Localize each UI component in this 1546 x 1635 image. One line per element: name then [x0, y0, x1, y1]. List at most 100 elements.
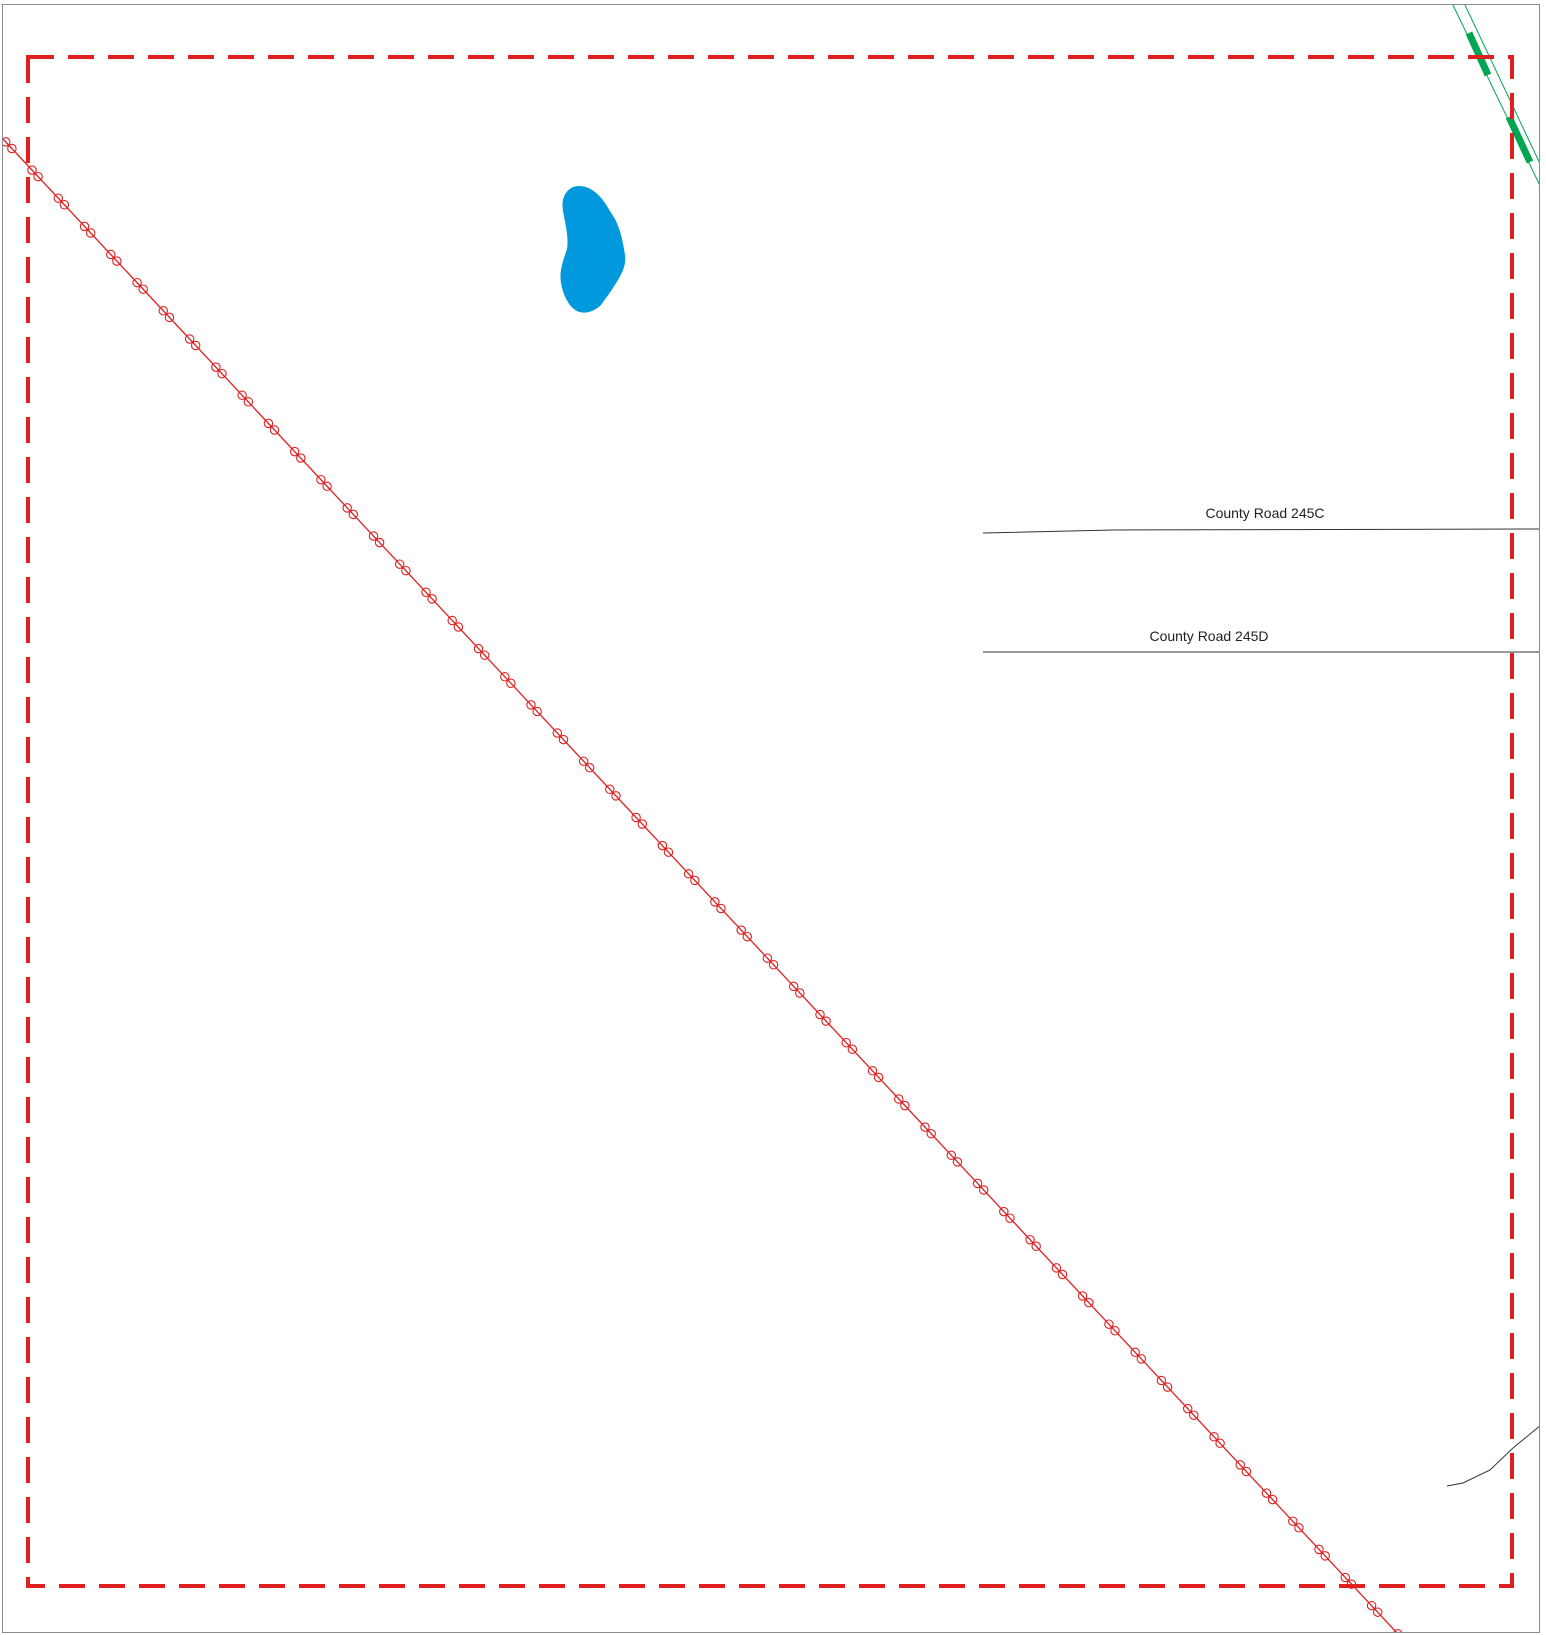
- pipeline-marker: [453, 622, 464, 632]
- pipeline-marker: [1110, 1326, 1120, 1336]
- dashed-boundary: [26, 55, 1514, 1588]
- pipeline-marker: [999, 1206, 1009, 1217]
- pipeline-marker: [605, 784, 615, 795]
- pipeline-marker: [920, 1122, 930, 1132]
- pipeline-marker: [788, 981, 799, 992]
- pipeline-marker: [663, 847, 674, 857]
- pipeline-marker: [7, 143, 17, 154]
- map-canvas[interactable]: County Road 245C County Road 245D: [3, 5, 1540, 1633]
- pipeline-marker: [479, 650, 490, 660]
- pipeline-marker: [1267, 1494, 1278, 1505]
- pipeline-marker: [243, 397, 254, 407]
- pipeline-marker: [427, 594, 437, 604]
- pipeline-marker: [217, 368, 227, 379]
- pipeline-marker: [342, 503, 352, 513]
- pipeline-marker: [79, 221, 90, 232]
- pipeline-marker: [611, 791, 621, 801]
- pipeline-marker: [795, 988, 805, 998]
- pipeline-marker: [33, 171, 43, 182]
- pipeline-with-markers: [3, 137, 1403, 1632]
- pipeline-marker: [716, 903, 726, 914]
- road-segment: [1446, 1425, 1539, 1487]
- pipeline-marker: [762, 953, 773, 963]
- pipeline-marker: [3, 137, 11, 147]
- pipeline-marker: [1320, 1551, 1330, 1561]
- green-trail: [1452, 5, 1539, 185]
- pipeline-marker: [237, 390, 247, 401]
- pipeline-marker: [1156, 1375, 1167, 1386]
- pipeline-marker: [269, 425, 280, 435]
- pipeline-marker: [211, 362, 221, 372]
- pipeline-marker: [637, 819, 648, 829]
- pipeline-marker: [894, 1094, 904, 1104]
- pipeline-marker: [821, 1016, 831, 1026]
- pipeline-marker: [578, 756, 589, 766]
- pipeline-marker: [1235, 1460, 1245, 1470]
- road-label-245d: County Road 245D: [1149, 628, 1268, 644]
- map-frame: County Road 245C County Road 245D: [2, 4, 1540, 1633]
- pipeline-marker: [316, 474, 326, 485]
- pipeline-marker: [946, 1150, 957, 1161]
- pipeline-marker: [1057, 1269, 1068, 1280]
- pipeline-marker: [1130, 1347, 1140, 1358]
- pipeline-marker: [978, 1185, 989, 1195]
- pipeline-marker: [184, 334, 195, 344]
- pipeline-marker: [506, 678, 516, 689]
- pipeline-marker: [690, 875, 700, 886]
- pipeline-marker: [532, 706, 542, 717]
- pipeline-marker: [1340, 1572, 1351, 1583]
- pipeline-marker: [867, 1066, 878, 1076]
- pipeline-marker: [1025, 1234, 1035, 1245]
- pipeline-marker: [1294, 1523, 1304, 1533]
- pipeline-marker: [138, 284, 148, 294]
- pipeline-marker: [1104, 1319, 1114, 1329]
- pipeline-marker: [1261, 1488, 1272, 1498]
- pipeline-marker: [926, 1128, 936, 1139]
- pipeline-marker: [263, 418, 274, 429]
- pipeline-marker: [401, 565, 411, 576]
- pipeline-marker: [1182, 1403, 1193, 1414]
- pipeline-marker: [1051, 1263, 1062, 1273]
- pipeline-marker: [368, 531, 379, 541]
- pipeline-marker: [1366, 1600, 1377, 1611]
- pipeline-marker: [972, 1178, 983, 1189]
- pipeline-marker: [631, 812, 641, 823]
- pipeline-marker: [552, 728, 563, 738]
- pipeline-marker: [1215, 1438, 1225, 1449]
- pipeline-marker: [584, 763, 595, 773]
- pipeline-marker: [1288, 1516, 1298, 1526]
- pipeline-marker: [421, 587, 431, 598]
- pipeline-marker: [815, 1009, 825, 1020]
- pipeline-marker: [683, 869, 694, 879]
- pipeline-marker: [768, 960, 779, 970]
- pipeline-marker: [1031, 1241, 1041, 1252]
- pipeline-marker: [1209, 1432, 1219, 1442]
- pipeline-marker: [500, 672, 510, 682]
- pipeline-marker: [1084, 1297, 1094, 1308]
- pipeline-marker: [1077, 1291, 1088, 1301]
- pipeline-marker: [112, 256, 122, 266]
- pipeline-marker: [132, 277, 142, 288]
- pipeline-marker: [394, 559, 405, 569]
- pipeline-marker: [53, 193, 64, 203]
- pipeline-marker: [1241, 1466, 1252, 1477]
- pipeline-marker: [1136, 1354, 1147, 1364]
- pipeline-marker: [710, 897, 720, 907]
- pipeline-marker: [1162, 1382, 1173, 1392]
- pipeline-marker: [296, 453, 306, 463]
- pipeline-marker: [1314, 1544, 1324, 1555]
- pond: [560, 185, 626, 313]
- pipeline-marker: [847, 1044, 858, 1055]
- pipeline-marker: [289, 446, 300, 457]
- pipeline-marker: [1005, 1213, 1015, 1223]
- pipeline-marker: [841, 1037, 851, 1048]
- pipeline-marker: [164, 312, 175, 323]
- pipeline-marker: [657, 840, 668, 851]
- pipeline-marker: [158, 306, 169, 316]
- pipeline-marker: [952, 1157, 963, 1167]
- pipeline-marker: [1393, 1629, 1403, 1632]
- pipeline-marker: [374, 537, 385, 548]
- road-label-245c: County Road 245C: [1205, 505, 1324, 521]
- pipeline-marker: [873, 1072, 884, 1083]
- pipeline-marker: [736, 925, 746, 935]
